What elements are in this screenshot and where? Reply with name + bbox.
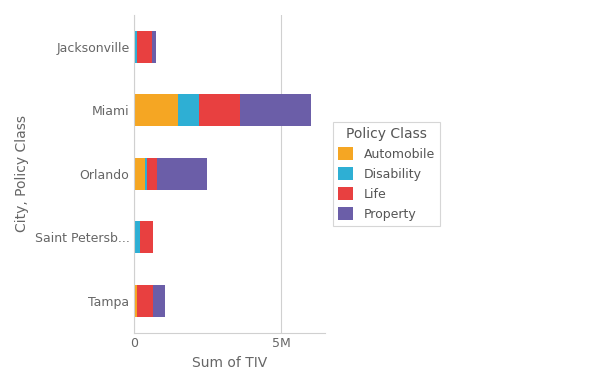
Bar <box>140 221 153 253</box>
Bar <box>134 221 140 253</box>
Bar <box>144 158 147 190</box>
Bar <box>137 285 153 317</box>
Bar <box>134 94 178 126</box>
Y-axis label: City, Policy Class: City, Policy Class <box>15 115 29 232</box>
Legend: Automobile, Disability, Life, Property: Automobile, Disability, Life, Property <box>333 122 440 226</box>
Bar <box>134 158 144 190</box>
Bar <box>240 94 311 126</box>
Bar <box>178 94 199 126</box>
Bar <box>134 285 137 317</box>
X-axis label: Sum of TIV: Sum of TIV <box>192 356 267 370</box>
Bar <box>152 31 156 63</box>
Bar <box>153 285 165 317</box>
Bar <box>199 94 240 126</box>
Bar <box>134 31 137 63</box>
Bar <box>157 158 207 190</box>
Bar <box>137 31 152 63</box>
Bar <box>147 158 157 190</box>
